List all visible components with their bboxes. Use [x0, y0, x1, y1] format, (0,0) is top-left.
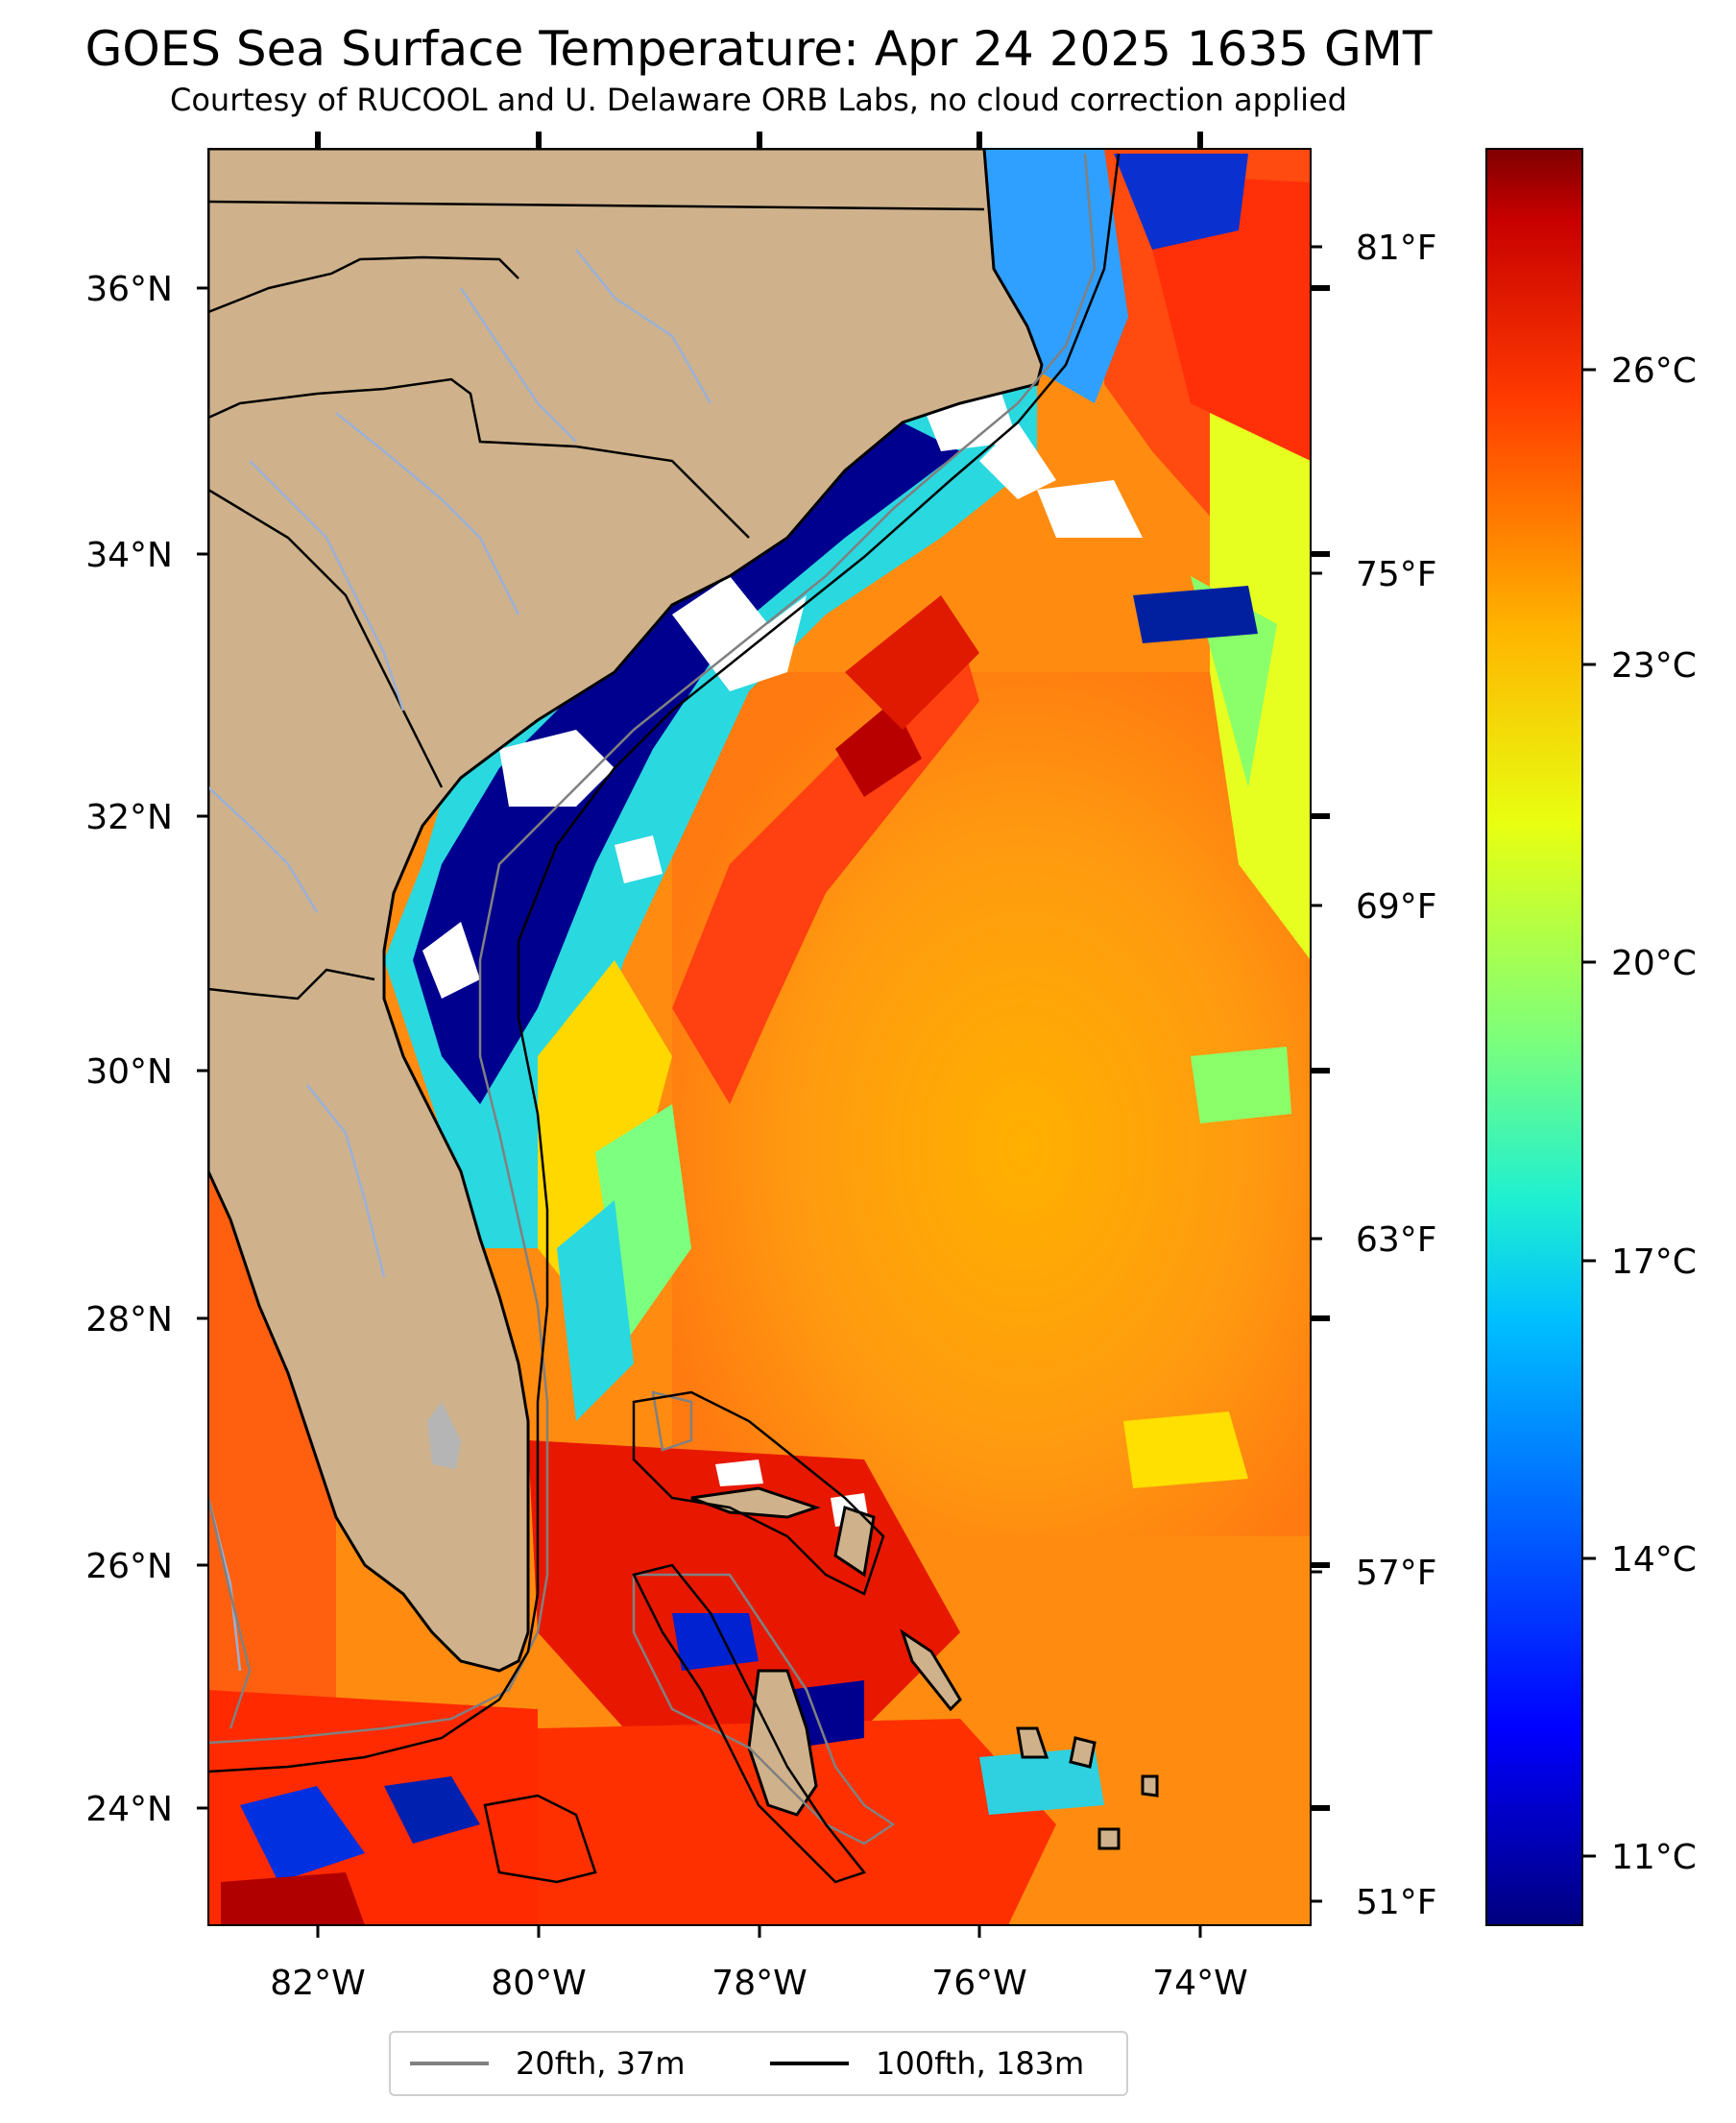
lat-label-28n: 28°N	[85, 1300, 173, 1339]
lat-label-30n: 30°N	[85, 1052, 173, 1092]
page-title: GOES Sea Surface Temperature: Apr 24 202…	[84, 21, 1433, 77]
lon-label-74w: 74°W	[1152, 1964, 1247, 2003]
colorbar: 11°C 14°C 17°C 20°C 23°C 26°C	[1485, 148, 1697, 1926]
f-label-57: 57°F	[1356, 1554, 1437, 1593]
lat-label-32n: 32°N	[85, 798, 173, 837]
c-label-23: 23°C	[1611, 646, 1697, 686]
lon-labels: 82°W 80°W 78°W 76°W 74°W	[270, 1964, 1247, 2003]
c-label-20: 20°C	[1611, 944, 1697, 983]
f-label-69: 69°F	[1356, 887, 1437, 927]
legend-item-100fth: 100fth, 183m	[770, 2044, 1084, 2083]
lon-label-78w: 78°W	[711, 1964, 807, 2003]
colorbar-gradient	[1485, 148, 1583, 1926]
fahrenheit-axis: 81°F 75°F 69°F 63°F 57°F 51°F	[1311, 229, 1437, 1922]
lat-labels: 36°N 34°N 32°N 30°N 28°N 26°N 24°N	[85, 270, 173, 1829]
lat-label-26n: 26°N	[85, 1547, 173, 1586]
lat-ticks-right	[1311, 285, 1330, 1811]
f-label-63: 63°F	[1356, 1220, 1437, 1260]
f-label-51: 51°F	[1356, 1883, 1437, 1922]
f-label-81: 81°F	[1356, 229, 1437, 268]
c-label-14: 14°C	[1611, 1540, 1697, 1580]
c-label-11: 11°C	[1611, 1838, 1697, 1877]
legend-line-gray	[410, 2062, 489, 2065]
c-label-26: 26°C	[1611, 351, 1697, 391]
lon-label-82w: 82°W	[270, 1964, 365, 2003]
f-label-75: 75°F	[1356, 555, 1437, 594]
land	[208, 149, 1159, 1850]
lon-label-76w: 76°W	[931, 1964, 1026, 2003]
lon-label-80w: 80°W	[491, 1964, 586, 2003]
lat-label-36n: 36°N	[85, 270, 173, 309]
lat-label-34n: 34°N	[85, 536, 173, 575]
lat-label-24n: 24°N	[85, 1790, 173, 1829]
lat-ticks-left	[197, 286, 208, 1810]
contour-legend: 20fth, 37m 100fth, 183m	[389, 2031, 1128, 2096]
lon-ticks-top	[315, 132, 1203, 149]
lon-ticks-bottom	[316, 1925, 1202, 1938]
legend-item-20fth: 20fth, 37m	[410, 2044, 685, 2083]
legend-label-100fth: 100fth, 183m	[876, 2045, 1085, 2082]
legend-line-black	[770, 2062, 849, 2065]
state-borders	[208, 200, 985, 1001]
sst-map-figure: 36°N 34°N 32°N 30°N 28°N 26°N 24°N 82°W …	[85, 132, 1697, 2003]
legend-label-20fth: 20fth, 37m	[516, 2045, 686, 2082]
isobath-20fth	[208, 153, 1097, 1846]
c-label-17: 17°C	[1611, 1242, 1697, 1282]
page-subtitle: Courtesy of RUCOOL and U. Delaware ORB L…	[170, 82, 1347, 118]
isobath-100fth	[208, 153, 1121, 1884]
